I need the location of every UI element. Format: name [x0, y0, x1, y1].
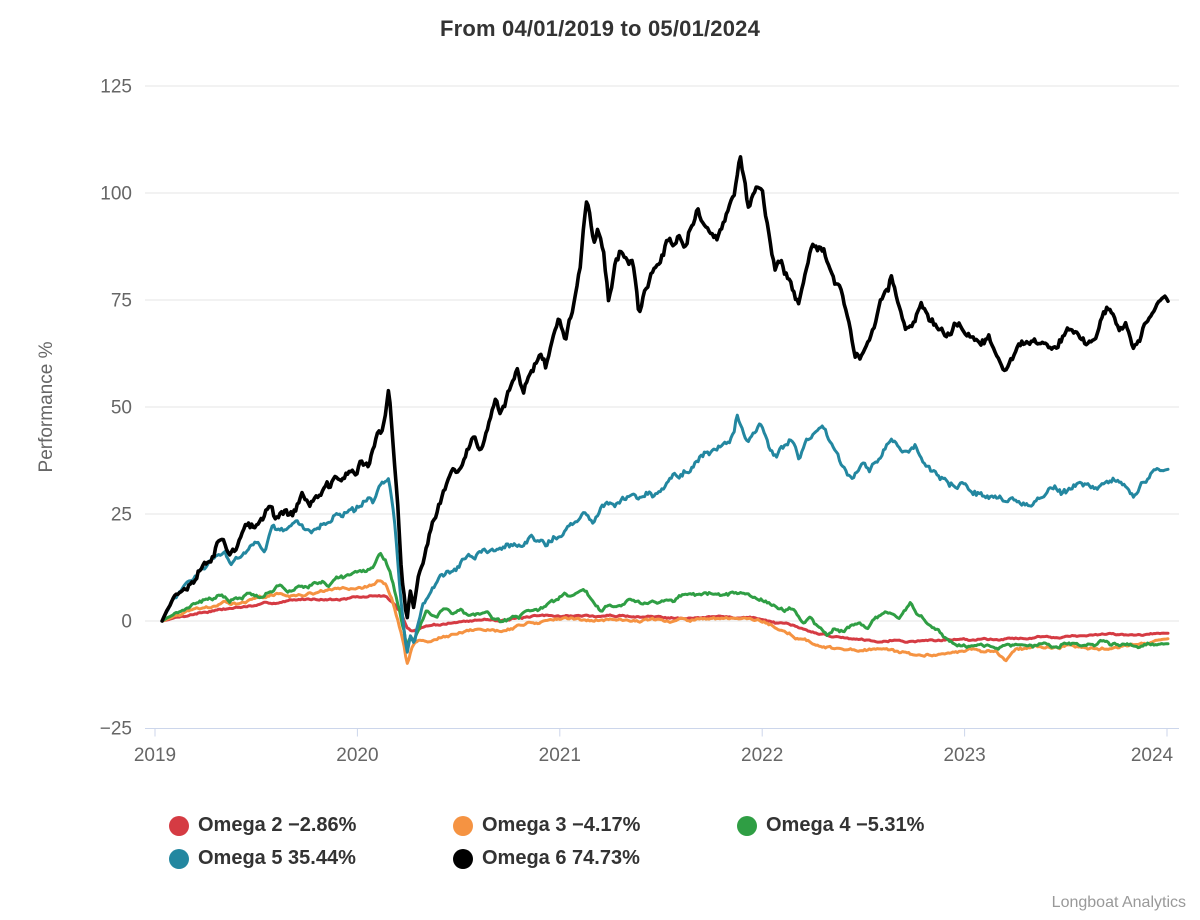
- legend-label: Omega 3 −4.17%: [482, 814, 641, 836]
- legend-label: Omega 6 74.73%: [482, 847, 640, 869]
- y-tick-label: 125: [100, 77, 132, 98]
- series-line-omega-3[interactable]: [160, 579, 1170, 665]
- y-tick-label: 100: [100, 184, 132, 205]
- series-line-omega-5[interactable]: [160, 413, 1170, 654]
- legend-item-omega-6[interactable]: Omega 6 74.73%: [451, 842, 735, 875]
- y-tick-label: 50: [111, 398, 132, 419]
- y-tick-label: 75: [111, 291, 132, 312]
- legend-label: Omega 2 −2.86%: [198, 814, 357, 836]
- chart-legend: Omega 2 −2.86% Omega 3 −4.17% Omega 4 −5…: [167, 809, 1033, 875]
- y-tick-label: 0: [121, 612, 132, 633]
- x-tick-label: 2023: [943, 745, 985, 766]
- x-tick-label: 2021: [539, 745, 581, 766]
- x-tick-label: 2019: [134, 745, 176, 766]
- omega-4-marker-icon: [737, 815, 757, 836]
- legend-label: Omega 5 35.44%: [198, 847, 356, 869]
- omega-5-marker-icon: [169, 848, 189, 869]
- x-tick-label: 2024: [1131, 745, 1174, 766]
- legend-item-omega-5[interactable]: Omega 5 35.44%: [167, 842, 451, 875]
- legend-row: Omega 2 −2.86% Omega 3 −4.17% Omega 4 −5…: [167, 809, 1033, 842]
- legend-row: Omega 5 35.44% Omega 6 74.73%: [167, 842, 1033, 875]
- x-tick-label: 2022: [741, 745, 783, 766]
- legend-label: Omega 4 −5.31%: [766, 814, 925, 836]
- y-tick-label: −25: [100, 719, 132, 740]
- series-line-omega-4[interactable]: [160, 552, 1170, 651]
- legend-item-omega-2[interactable]: Omega 2 −2.86%: [167, 809, 451, 842]
- x-axis: [145, 728, 1179, 737]
- chart-title: From 04/01/2019 to 05/01/2024: [439, 16, 761, 41]
- series-line-omega-6[interactable]: [160, 155, 1170, 623]
- legend-item-omega-3[interactable]: Omega 3 −4.17%: [451, 809, 735, 842]
- series-line-omega-2[interactable]: [160, 594, 1170, 644]
- omega-2-marker-icon: [169, 815, 189, 836]
- gridlines: [145, 85, 1179, 622]
- legend-item-omega-4[interactable]: Omega 4 −5.31%: [735, 809, 1019, 842]
- omega-6-marker-icon: [453, 848, 473, 869]
- series-lines: [160, 155, 1170, 665]
- x-tick-label: 2020: [336, 745, 378, 766]
- credits-text[interactable]: Longboat Analytics: [1051, 894, 1186, 911]
- y-tick-label: 25: [111, 505, 132, 526]
- omega-3-marker-icon: [453, 815, 473, 836]
